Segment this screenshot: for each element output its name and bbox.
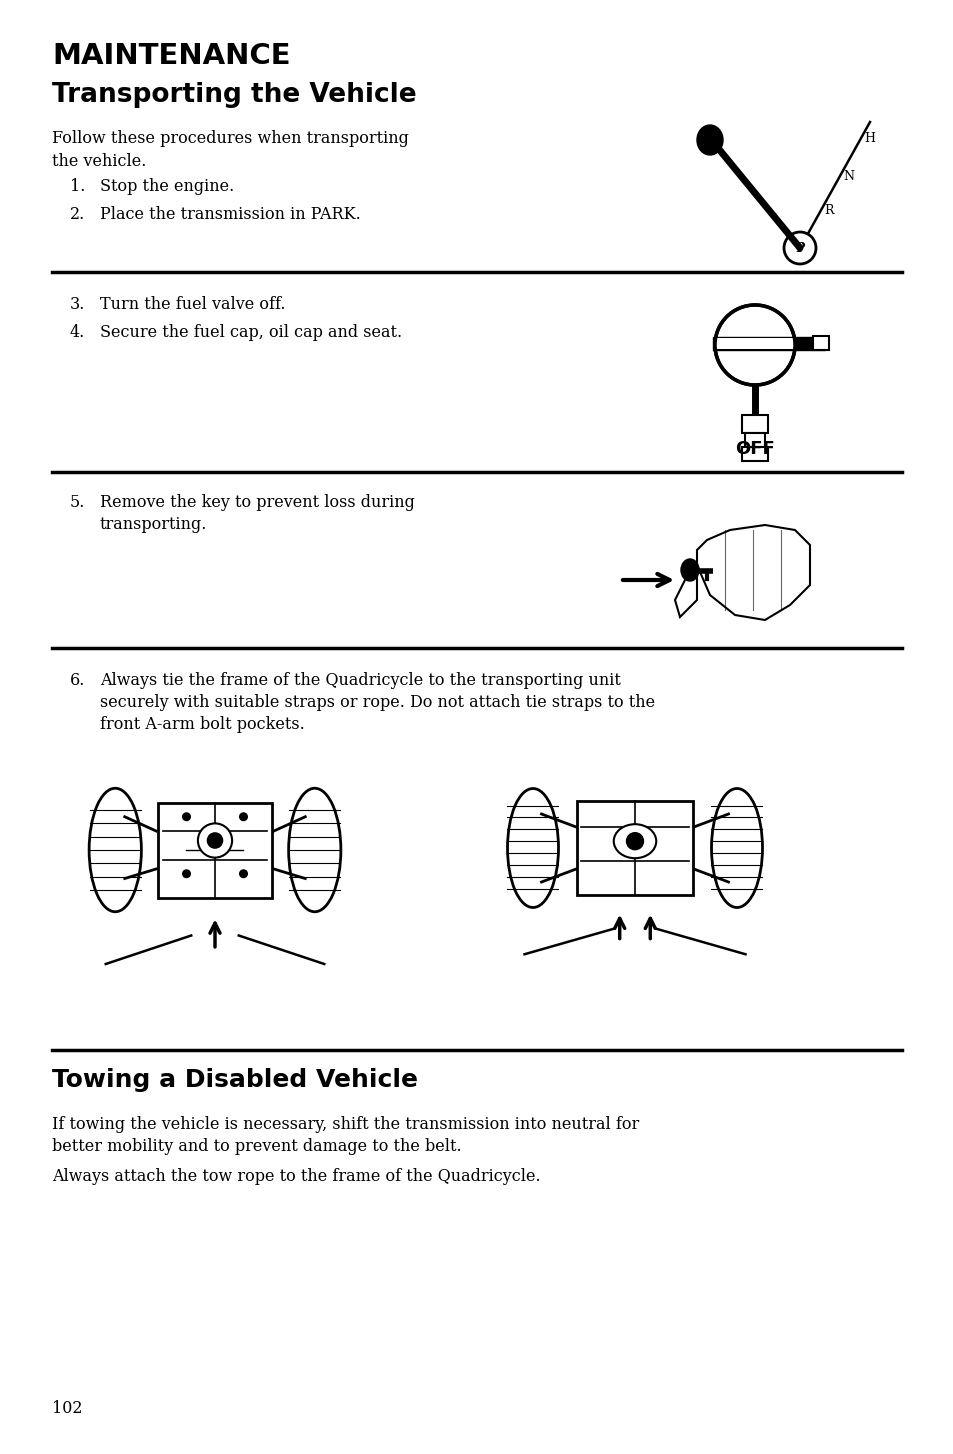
Ellipse shape bbox=[507, 788, 558, 907]
Ellipse shape bbox=[613, 824, 656, 858]
Circle shape bbox=[183, 813, 190, 820]
FancyBboxPatch shape bbox=[741, 446, 767, 461]
Text: 4.: 4. bbox=[70, 324, 85, 342]
Text: If towing the vehicle is necessary, shift the transmission into neutral for: If towing the vehicle is necessary, shif… bbox=[52, 1117, 639, 1133]
Text: Stop the engine.: Stop the engine. bbox=[100, 177, 234, 195]
FancyBboxPatch shape bbox=[158, 803, 272, 897]
FancyBboxPatch shape bbox=[712, 337, 824, 350]
Text: Always attach the tow rope to the frame of the Quadricycle.: Always attach the tow rope to the frame … bbox=[52, 1168, 540, 1185]
Polygon shape bbox=[675, 566, 697, 616]
Circle shape bbox=[197, 823, 232, 858]
Text: Always tie the frame of the Quadricycle to the transporting unit: Always tie the frame of the Quadricycle … bbox=[100, 672, 620, 689]
Text: MAINTENANCE: MAINTENANCE bbox=[52, 42, 291, 70]
Text: Follow these procedures when transporting
the vehicle.: Follow these procedures when transportin… bbox=[52, 129, 409, 170]
Text: H: H bbox=[863, 132, 875, 145]
Text: transporting.: transporting. bbox=[100, 516, 207, 534]
Text: Towing a Disabled Vehicle: Towing a Disabled Vehicle bbox=[52, 1069, 417, 1092]
Circle shape bbox=[239, 869, 247, 878]
Text: securely with suitable straps or rope. Do not attach tie straps to the: securely with suitable straps or rope. D… bbox=[100, 694, 655, 711]
Text: 2.: 2. bbox=[70, 206, 85, 222]
FancyBboxPatch shape bbox=[577, 801, 692, 894]
Text: Place the transmission in PARK.: Place the transmission in PARK. bbox=[100, 206, 360, 222]
FancyBboxPatch shape bbox=[812, 336, 828, 350]
Ellipse shape bbox=[289, 788, 340, 912]
Text: OFF: OFF bbox=[735, 441, 774, 458]
Text: 1.: 1. bbox=[70, 177, 85, 195]
Text: 3.: 3. bbox=[70, 297, 85, 313]
Ellipse shape bbox=[680, 558, 699, 582]
Polygon shape bbox=[697, 525, 809, 619]
Text: Turn the fuel valve off.: Turn the fuel valve off. bbox=[100, 297, 285, 313]
FancyBboxPatch shape bbox=[741, 414, 767, 433]
Text: N: N bbox=[842, 170, 854, 183]
Text: 102: 102 bbox=[52, 1400, 82, 1418]
Ellipse shape bbox=[697, 125, 722, 156]
FancyBboxPatch shape bbox=[716, 337, 793, 349]
Text: R: R bbox=[823, 204, 833, 217]
Text: Transporting the Vehicle: Transporting the Vehicle bbox=[52, 81, 416, 108]
Text: Secure the fuel cap, oil cap and seat.: Secure the fuel cap, oil cap and seat. bbox=[100, 324, 402, 342]
Ellipse shape bbox=[711, 788, 761, 907]
FancyBboxPatch shape bbox=[744, 433, 764, 446]
Text: better mobility and to prevent damage to the belt.: better mobility and to prevent damage to… bbox=[52, 1138, 461, 1154]
Text: 6.: 6. bbox=[70, 672, 85, 689]
Circle shape bbox=[183, 869, 190, 878]
Text: P: P bbox=[795, 241, 804, 254]
Text: front A-arm bolt pockets.: front A-arm bolt pockets. bbox=[100, 715, 304, 733]
Circle shape bbox=[783, 233, 815, 265]
Circle shape bbox=[207, 833, 222, 848]
Text: Remove the key to prevent loss during: Remove the key to prevent loss during bbox=[100, 494, 415, 510]
Ellipse shape bbox=[89, 788, 141, 912]
Circle shape bbox=[239, 813, 247, 820]
Text: 5.: 5. bbox=[70, 494, 85, 510]
Circle shape bbox=[626, 833, 643, 849]
Circle shape bbox=[714, 305, 794, 385]
